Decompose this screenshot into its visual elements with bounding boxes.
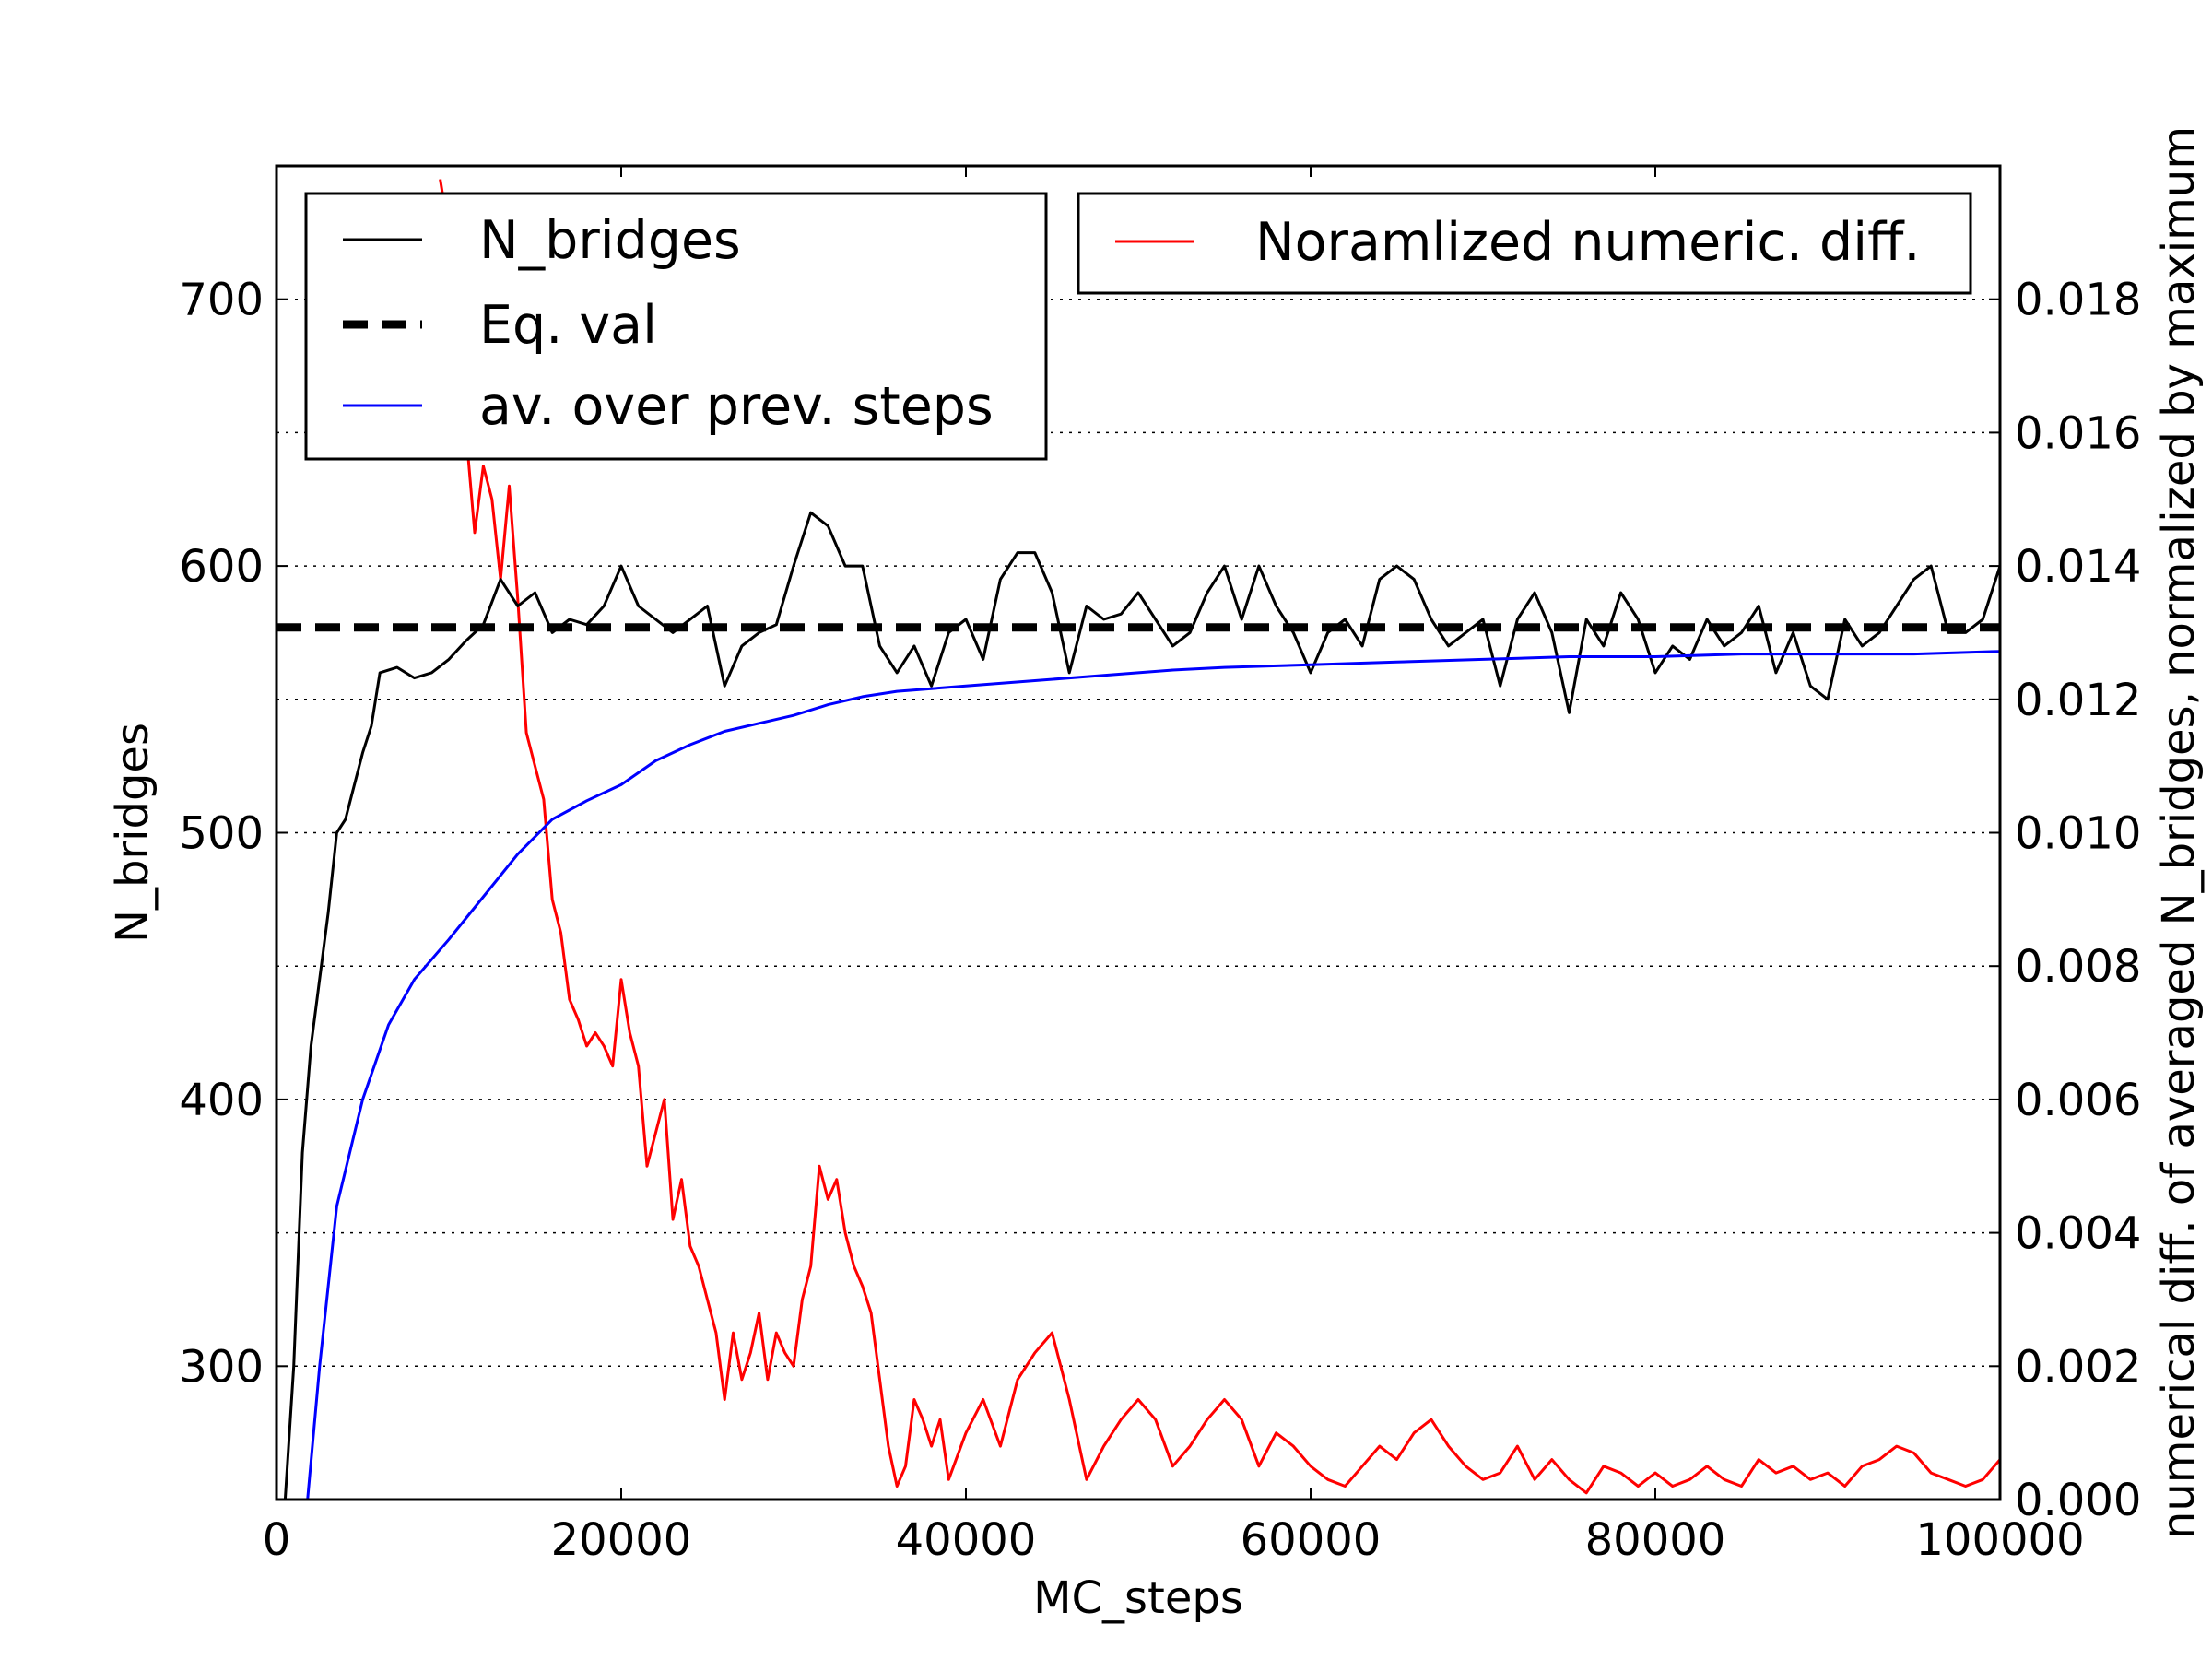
y-tick-label-left: 300 bbox=[179, 1341, 264, 1393]
y-tick-label-right: 0.002 bbox=[2015, 1341, 2141, 1393]
average-line bbox=[306, 650, 2000, 1500]
x-tick-label: 0 bbox=[263, 1514, 291, 1566]
x-tick-label: 40000 bbox=[896, 1514, 1037, 1566]
x-axis-label: MC_steps bbox=[1033, 1572, 1243, 1624]
n-bridges-line bbox=[283, 511, 2000, 1500]
series-layer bbox=[276, 179, 2000, 1500]
y-tick-label-right: 0.014 bbox=[2015, 541, 2141, 593]
legend-right: Noramlized numeric. diff. bbox=[1077, 192, 1972, 295]
y-axis-label-right: numerical diff. of averaged N_bridges, n… bbox=[2153, 126, 2205, 1539]
x-tick-label: 20000 bbox=[551, 1514, 692, 1566]
y-tick-label-right: 0.010 bbox=[2015, 808, 2141, 860]
x-tick-label: 100000 bbox=[1915, 1514, 2084, 1566]
legend-label-average: av. over prev. steps bbox=[479, 376, 994, 437]
y-tick-label-left: 500 bbox=[179, 808, 264, 860]
legend-label-numeric-diff: Noramlized numeric. diff. bbox=[1255, 212, 1920, 273]
x-tick-label: 80000 bbox=[1585, 1514, 1726, 1566]
legend-left: N_bridges Eq. val av. over prev. steps bbox=[304, 192, 1048, 461]
y-tick-label-right: 0.006 bbox=[2015, 1075, 2141, 1126]
legend-left-box bbox=[304, 192, 1048, 461]
y-tick-label-left: 600 bbox=[179, 541, 264, 593]
y-tick-label-right: 0.000 bbox=[2015, 1475, 2141, 1526]
legend-label-n-bridges: N_bridges bbox=[479, 210, 741, 271]
legend-right-box bbox=[1077, 192, 1972, 295]
y-tick-label-right: 0.016 bbox=[2015, 407, 2141, 459]
y-tick-label-right: 0.012 bbox=[2015, 675, 2141, 726]
y-tick-label-right: 0.008 bbox=[2015, 941, 2141, 993]
y-tick-label-right: 0.018 bbox=[2015, 275, 2141, 326]
y-tick-label-right: 0.004 bbox=[2015, 1208, 2141, 1260]
tick-layer: 0 20000 40000 60000 80000 100000 300 400 500 600 7… bbox=[179, 166, 2141, 1566]
legend-label-eq-val: Eq. val bbox=[479, 295, 657, 356]
y-tick-label-left: 700 bbox=[179, 275, 264, 326]
numeric-diff-line bbox=[439, 179, 2000, 1495]
y-tick-label-left: 400 bbox=[179, 1075, 264, 1126]
x-tick-label: 60000 bbox=[1241, 1514, 1382, 1566]
y-axis-label-left: N_bridges bbox=[107, 723, 159, 943]
